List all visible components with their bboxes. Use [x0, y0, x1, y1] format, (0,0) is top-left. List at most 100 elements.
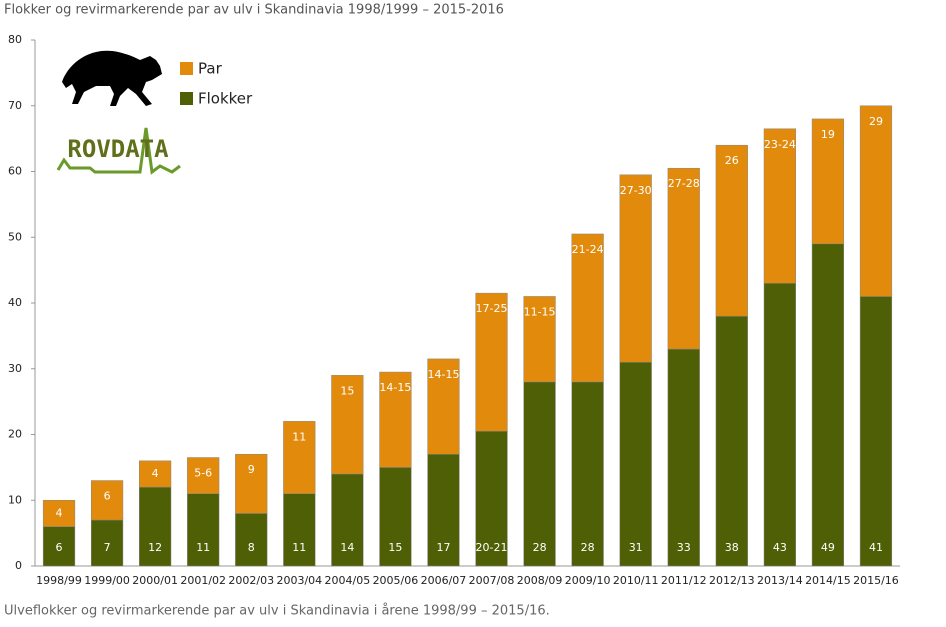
legend-label: Flokker — [198, 90, 253, 108]
x-tick-label: 2009/10 — [565, 574, 611, 587]
y-tick-label: 70 — [8, 99, 22, 112]
legend-label: Par — [198, 60, 223, 78]
data-label: 6 — [56, 541, 63, 554]
y-tick-label: 80 — [8, 33, 22, 46]
bar-segment — [763, 128, 796, 284]
bar-segment — [139, 460, 172, 488]
bar-segment — [571, 233, 604, 383]
x-tick-label: 2004/05 — [325, 574, 371, 587]
bar-segment — [763, 283, 796, 567]
data-label: 11 — [292, 430, 306, 443]
caption: Ulveflokker og revirmarkerende par av ul… — [4, 604, 550, 619]
x-tick-label: 2003/04 — [276, 574, 322, 587]
bar-segment — [90, 480, 124, 521]
data-label: 9 — [248, 463, 255, 476]
data-label: 17-25 — [476, 302, 508, 315]
x-tick-label: 2015/16 — [853, 574, 899, 587]
bar-segment — [667, 167, 700, 350]
data-label: 8 — [248, 541, 255, 554]
bar-segment — [187, 493, 220, 567]
bar-segment — [235, 453, 268, 514]
bar-segment — [475, 292, 508, 432]
data-label: 19 — [821, 128, 835, 141]
logo-text: ROVDATA — [67, 135, 169, 163]
data-label: 38 — [725, 541, 739, 554]
data-label: 15 — [340, 384, 354, 397]
bar-segment — [235, 513, 268, 567]
x-tick-label: 2007/08 — [469, 574, 515, 587]
data-label: 21-24 — [572, 243, 604, 256]
data-label: 15 — [388, 541, 402, 554]
bar-segment — [619, 174, 652, 363]
legend-swatch — [180, 62, 193, 75]
x-tick-label: 2006/07 — [421, 574, 467, 587]
x-tick-label: 2014/15 — [805, 574, 851, 587]
y-tick-label: 10 — [8, 493, 22, 506]
data-label: 31 — [629, 541, 643, 554]
data-label: 14 — [340, 541, 354, 554]
data-label: 27-28 — [668, 177, 700, 190]
data-label: 28 — [533, 541, 547, 554]
data-label: 27-30 — [620, 184, 652, 197]
data-label: 20-21 — [476, 541, 508, 554]
bar-segment — [427, 453, 460, 567]
x-tick-label: 2013/14 — [757, 574, 803, 587]
bar-segment — [571, 381, 604, 567]
bar-segment — [859, 105, 893, 297]
bar-segment — [283, 493, 316, 567]
bar-segment — [715, 315, 748, 567]
data-label: 49 — [821, 541, 835, 554]
y-tick-label: 0 — [15, 559, 22, 572]
data-label: 23-24 — [764, 138, 796, 151]
bar-segment — [42, 500, 76, 527]
data-label: 6 — [104, 490, 111, 503]
data-label: 11 — [292, 541, 306, 554]
bar-segment — [331, 375, 364, 475]
data-label: 4 — [56, 506, 63, 519]
x-tick-label: 2000/01 — [132, 574, 178, 587]
logo-line — [56, 127, 181, 175]
bar-segment — [379, 467, 412, 567]
x-tick-label: 2008/09 — [517, 574, 563, 587]
data-label: 14-15 — [379, 381, 411, 394]
y-tick-label: 60 — [8, 165, 22, 178]
y-tick-label: 50 — [8, 230, 22, 243]
wolf-icon — [62, 50, 162, 106]
data-label: 11 — [196, 541, 210, 554]
data-label: 14-15 — [427, 368, 459, 381]
bar-segment — [811, 243, 845, 567]
data-label: 33 — [677, 541, 691, 554]
data-label: 26 — [725, 154, 739, 167]
bar-segment — [187, 457, 220, 494]
data-label: 28 — [581, 541, 595, 554]
bar-segment — [427, 358, 460, 455]
x-tick-label: 1999/00 — [84, 574, 130, 587]
data-label: 17 — [436, 541, 450, 554]
bar-segment — [859, 296, 893, 567]
chart-title: Flokker og revirmarkerende par av ulv i … — [4, 3, 504, 18]
bar-segment — [139, 486, 172, 567]
bar-segment — [42, 526, 76, 567]
data-label: 7 — [104, 541, 111, 554]
bar-segment — [379, 371, 412, 468]
data-label: 12 — [148, 541, 162, 554]
x-tick-label: 2002/03 — [228, 574, 274, 587]
x-tick-label: 2001/02 — [180, 574, 226, 587]
data-label: 5-6 — [194, 467, 212, 480]
bar-segment — [523, 296, 556, 383]
x-tick-label: 2005/06 — [373, 574, 419, 587]
x-tick-label: 2010/11 — [613, 574, 659, 587]
bar-segment — [475, 430, 508, 567]
bar-segment — [667, 348, 700, 567]
x-tick-label: 2012/13 — [709, 574, 755, 587]
y-tick-label: 20 — [8, 428, 22, 441]
data-label: 11-15 — [524, 305, 556, 318]
legend-swatch — [180, 92, 193, 105]
bar-segment — [715, 144, 748, 317]
x-tick-label: 1998/99 — [36, 574, 82, 587]
x-tick-label: 2011/12 — [661, 574, 707, 587]
data-label: 43 — [773, 541, 787, 554]
data-label: 4 — [152, 467, 159, 480]
